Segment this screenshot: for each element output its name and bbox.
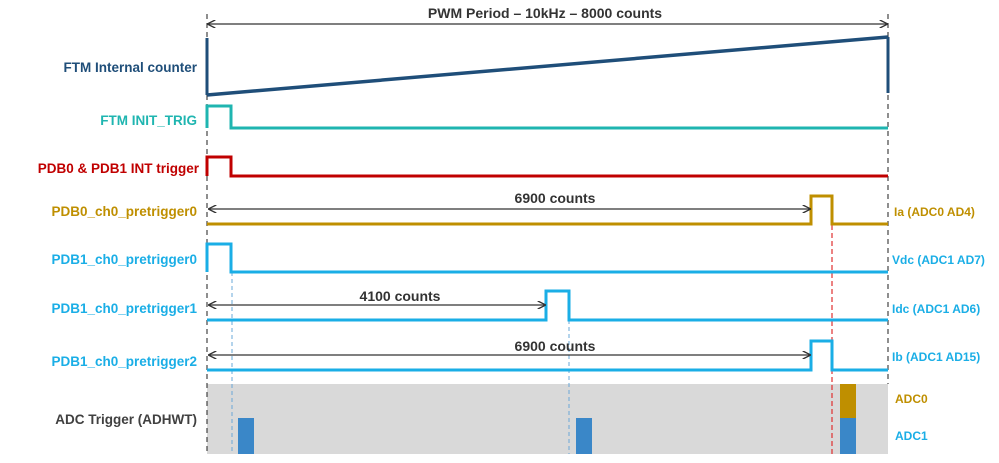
row-label-pdb-int-trigger: PDB0 & PDB1 INT trigger (38, 161, 200, 176)
pdb0-delay-label: 6900 counts (515, 190, 596, 206)
adc1-conversion-idc (576, 418, 592, 454)
adc1-legend-label: ADC1 (895, 429, 928, 443)
row-label-ftm-counter: FTM Internal counter (63, 60, 197, 75)
pdb1-pretrigger2-waveform (207, 339, 888, 372)
pdb1-pretrigger1-waveform (207, 289, 888, 322)
adc1-conversion-ib (840, 418, 856, 454)
pdb1-pretrigger0-waveform (205, 242, 888, 274)
pdb1-pretrigger1-delay-label: 4100 counts (360, 288, 441, 304)
row-label-pdb1-pretrigger1: PDB1_ch0_pretrigger1 (51, 301, 197, 316)
adc0-conversion-ia (840, 384, 856, 418)
adc0-legend-label: ADC0 (895, 392, 928, 406)
row-label-adc-trigger: ADC Trigger (ADHWT) (55, 412, 197, 427)
pdb1-pretrigger2-delay-label: 6900 counts (515, 338, 596, 354)
counter-ramp (206, 35, 889, 97)
channel-label-idc: Idc (ADC1 AD6) (892, 302, 980, 316)
period-label: PWM Period – 10kHz – 8000 counts (428, 5, 662, 21)
channel-label-ib: Ib (ADC1 AD15) (892, 350, 980, 364)
pdb0-pretrigger0-waveform (207, 194, 888, 226)
adc-trigger-band (207, 384, 888, 454)
adc1-conversion-vdc (238, 418, 254, 454)
pdb-int-waveform (205, 155, 888, 178)
row-label-pdb0-pretrigger0: PDB0_ch0_pretrigger0 (51, 204, 197, 219)
row-label-pdb1-pretrigger0: PDB1_ch0_pretrigger0 (51, 252, 197, 267)
row-label-init-trig: FTM INIT_TRIG (100, 113, 197, 128)
channel-label-vdc: Vdc (ADC1 AD7) (892, 253, 985, 267)
init-trig-waveform (205, 104, 888, 130)
row-label-pdb1-pretrigger2: PDB1_ch0_pretrigger2 (51, 354, 197, 369)
channel-label-ia: Ia (ADC0 AD4) (894, 205, 975, 219)
